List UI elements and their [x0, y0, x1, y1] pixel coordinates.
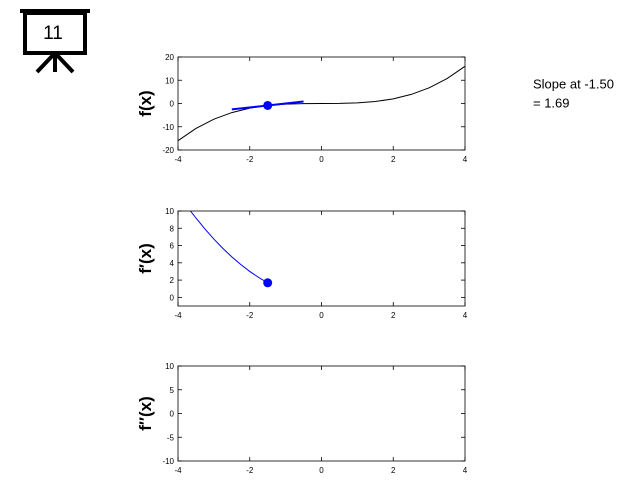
- y-tick-label: -10: [162, 457, 174, 466]
- y-tick-label: -10: [162, 123, 174, 132]
- x-tick-label: 4: [463, 311, 468, 320]
- presentation-icon: 11: [20, 9, 90, 74]
- y-tick-label: 10: [165, 362, 174, 371]
- x-tick-label: 0: [319, 466, 324, 475]
- y-tick-label: -5: [167, 433, 175, 442]
- x-tick-label: 2: [391, 466, 396, 475]
- y-tick-label: 8: [170, 224, 175, 233]
- icon-leg: [53, 51, 75, 74]
- y-tick-label: 0: [170, 293, 175, 302]
- x-tick-label: 4: [463, 155, 468, 164]
- subplot: -4 -2 0 2 4 0 2 4 6 8 10 f′(x): [136, 207, 468, 320]
- point: [263, 100, 273, 110]
- y-tick-label: 10: [165, 76, 174, 85]
- y-tick-label: 5: [170, 386, 175, 395]
- x-tick-label: 0: [319, 155, 324, 164]
- icon-board: [23, 11, 87, 55]
- y-tick-label: 2: [170, 276, 175, 285]
- y-tick-label: 10: [165, 207, 174, 216]
- line: [177, 65, 466, 142]
- x-tick-label: -2: [246, 466, 254, 475]
- x-tick-label: -4: [174, 466, 182, 475]
- plot-area: [177, 365, 466, 462]
- line: [190, 210, 268, 284]
- subplot: -4 -2 0 2 4 -10 -5 0 5 10 f″(x): [136, 362, 468, 475]
- y-axis-label: f″(x): [136, 396, 155, 431]
- y-axis-label: f′(x): [136, 243, 155, 274]
- y-tick-label: 4: [170, 259, 175, 268]
- x-tick-label: -4: [174, 311, 182, 320]
- x-tick-label: 2: [391, 155, 396, 164]
- y-tick-label: -20: [162, 146, 174, 155]
- plot-area: [177, 210, 466, 307]
- y-axis-label: f(x): [136, 90, 155, 116]
- x-tick-label: 4: [463, 466, 468, 475]
- x-tick-label: -2: [246, 155, 254, 164]
- x-tick-label: 2: [391, 311, 396, 320]
- icon-label: 11: [43, 23, 63, 44]
- x-tick-label: -4: [174, 155, 182, 164]
- y-tick-label: 0: [170, 410, 175, 419]
- icon-leg: [35, 51, 57, 74]
- y-tick-label: 20: [165, 53, 174, 62]
- y-tick-label: 0: [170, 100, 175, 109]
- y-tick-label: 6: [170, 242, 175, 251]
- x-tick-label: -2: [246, 311, 254, 320]
- x-tick-label: 0: [319, 311, 324, 320]
- annotation: Slope at -1.50: [533, 76, 614, 91]
- annotation: = 1.69: [533, 95, 570, 110]
- point: [263, 278, 273, 288]
